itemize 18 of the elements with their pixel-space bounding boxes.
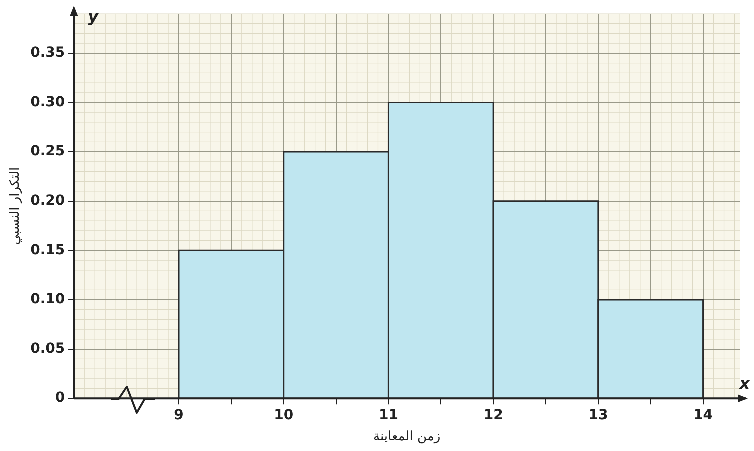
annotation: x: [738, 374, 751, 393]
x-tick-label: 13: [588, 408, 608, 424]
y-tick-label: 0.25: [30, 144, 66, 160]
x-tick-label: 12: [484, 408, 504, 424]
y-tick-label: 0.30: [30, 94, 66, 110]
y-tick-label: 0.35: [30, 45, 66, 62]
x-tick-label: 11: [378, 408, 398, 424]
y-tick-label: 0.20: [30, 193, 66, 210]
x-tick-label: 10: [274, 408, 294, 424]
y-axis-title: التكرار النسبي: [8, 167, 24, 246]
y-tick-label: 0.10: [30, 292, 66, 308]
y-tick-label: 0: [55, 390, 66, 406]
y-tick-label: 0.05: [30, 340, 66, 357]
annotation: y: [88, 7, 100, 26]
x-axis-title: زمن المعاينة: [374, 430, 441, 445]
x-tick-label: 14: [694, 408, 714, 424]
y-tick-label: 0.15: [30, 242, 66, 258]
x-tick-label: 9: [174, 408, 184, 424]
